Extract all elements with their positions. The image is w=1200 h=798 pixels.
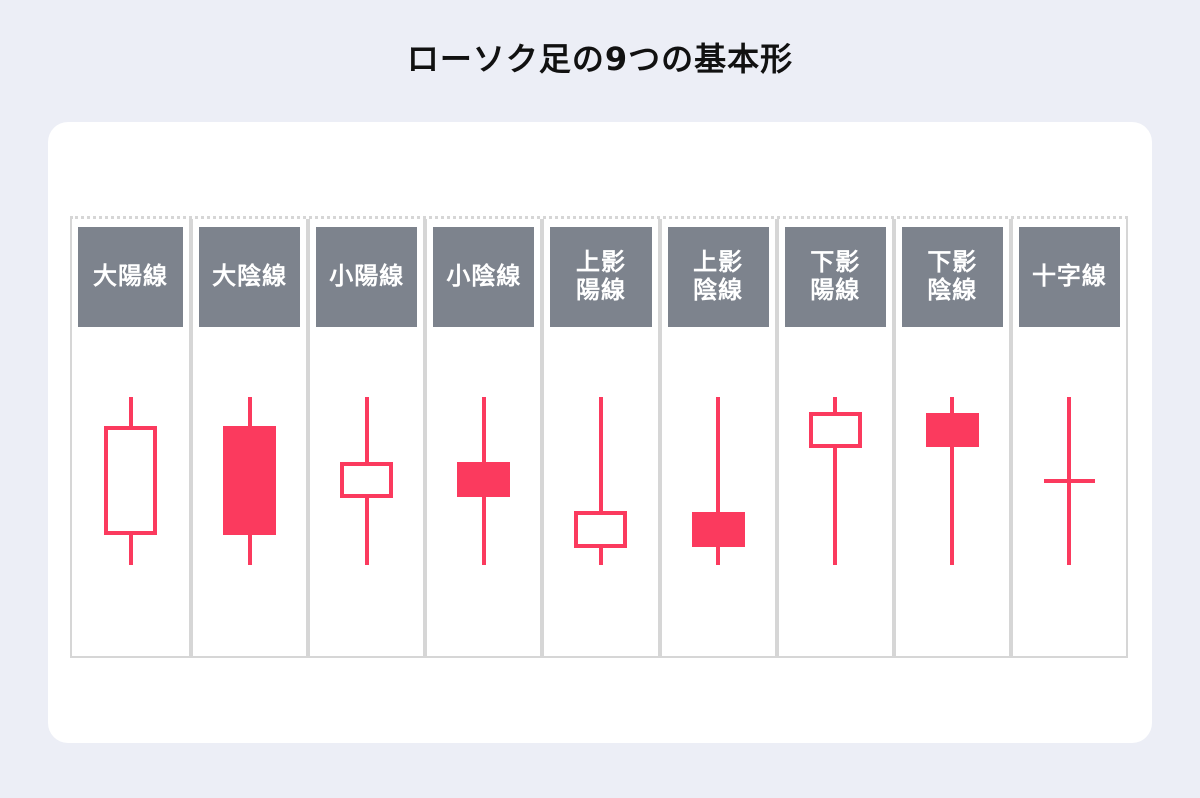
candle-wick: [598, 397, 603, 565]
candlestick: [808, 397, 862, 565]
candlestick-figure: [896, 327, 1009, 656]
candle-body: [925, 413, 979, 447]
candlestick: [457, 397, 511, 565]
column-header: 下影 陰線: [901, 227, 1003, 327]
page-title: ローソク足の9つの基本形: [406, 40, 794, 78]
candle-body: [1043, 479, 1095, 483]
candlestick: [340, 397, 394, 565]
column-header: 上影 陰線: [667, 227, 769, 327]
column-header: 十字線: [1018, 227, 1120, 327]
candlestick: [691, 397, 745, 565]
column-uwakage-insen: 上影 陰線: [657, 219, 775, 656]
column-header-label: 小陽線: [329, 262, 405, 291]
candle-body: [574, 511, 628, 548]
column-header-label: 下影 陰線: [927, 248, 978, 304]
column-header-label: 十字線: [1031, 262, 1107, 291]
candlestick: [104, 397, 158, 565]
candlestick: [925, 397, 979, 565]
column-header: 大陰線: [199, 227, 301, 327]
candle-body: [808, 412, 862, 448]
column-taiyousen: 大陽線: [72, 219, 189, 656]
candlestick: [1043, 397, 1096, 565]
candlestick-figure: [1013, 327, 1126, 656]
candle-body: [457, 462, 511, 497]
column-header: 下影 陽線: [784, 227, 886, 327]
column-juujisen: 十字線: [1008, 219, 1126, 656]
column-shouinsen: 小陰線: [423, 219, 540, 656]
column-header-label: 下影 陽線: [810, 248, 861, 304]
content-card: 大陽線 大陰線 小陽線: [48, 122, 1152, 743]
candlestick-figure: [779, 327, 892, 656]
candlestick-figure: [662, 327, 775, 656]
column-header-label: 大陰線: [212, 262, 288, 291]
column-shouyousen: 小陽線: [306, 219, 423, 656]
column-daiinsen: 大陰線: [189, 219, 306, 656]
column-header: 小陰線: [433, 227, 535, 327]
column-header: 上影 陽線: [550, 227, 652, 327]
column-header-label: 上影 陰線: [693, 248, 744, 304]
candle-body: [691, 512, 745, 547]
candlestick: [223, 397, 277, 565]
candlestick-figure: [427, 327, 540, 656]
candlestick-figure: [544, 327, 657, 656]
column-header: 大陽線: [78, 227, 184, 327]
candle-body: [223, 426, 277, 535]
column-header-label: 小陰線: [446, 262, 522, 291]
candlestick-figure: [310, 327, 423, 656]
column-header-label: 上影 陽線: [575, 248, 626, 304]
candle-wick: [950, 397, 955, 565]
column-shitakage-yousen: 下影 陽線: [774, 219, 892, 656]
candlestick-table: 大陽線 大陰線 小陽線: [70, 216, 1128, 658]
column-header-label: 大陽線: [93, 262, 169, 291]
candlestick: [574, 397, 628, 565]
column-shitakage-insen: 下影 陰線: [891, 219, 1009, 656]
column-header: 小陽線: [316, 227, 418, 327]
candle-body: [104, 426, 158, 535]
candle-body: [340, 462, 394, 498]
candlestick-figure: [193, 327, 306, 656]
candlestick-figure: [72, 327, 189, 656]
candle-wick: [716, 397, 721, 565]
candle-wick: [833, 397, 838, 565]
column-uwakage-yousen: 上影 陽線: [540, 219, 657, 656]
